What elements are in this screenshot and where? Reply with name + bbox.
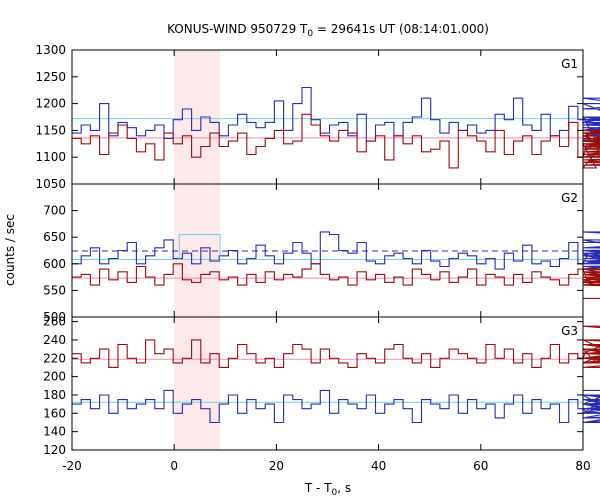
g1-y-tick-label: 1050 [35,177,66,191]
g1-red-step-series [72,113,600,169]
burst-interval-highlight [174,50,221,450]
g2-y-tick-label: 600 [43,257,66,271]
frame-layer [71,49,584,451]
g3-blue-step-series [72,389,600,424]
x-tick-label: 0 [170,459,178,473]
series-layer [72,86,600,424]
g3-y-tick-label: 240 [43,333,66,347]
x-tick-label: 80 [575,459,590,473]
g3-y-tick-label: 260 [43,315,66,329]
g1-y-tick-label: 1250 [35,70,66,84]
g2-blue-step-series [72,231,600,270]
g1-panel-frame [71,49,584,185]
text-layer: KONUS-WIND 950729 T0 = 29641s UT (08:14:… [3,22,591,498]
g2-y-tick-label: 650 [43,230,66,244]
chart-title: KONUS-WIND 950729 T0 = 29641s UT (08:14:… [167,22,489,39]
y-axis-label: counts / sec [3,214,17,286]
g2-cyan-burst-level [178,234,221,260]
g3-y-tick-label: 140 [43,425,66,439]
g2-red-step-series [72,263,600,299]
g3-y-tick-label: 120 [43,443,66,457]
g2-y-tick-label: 550 [43,283,66,297]
g1-panel-label: G1 [561,57,578,71]
g1-blue-step-series [72,86,600,142]
g3-red-step-series [72,325,600,368]
g1-y-tick-label: 1300 [35,43,66,57]
x-tick-label: 40 [371,459,386,473]
g2-y-tick-label: 700 [43,204,66,218]
x-tick-label: 20 [269,459,284,473]
x-tick-label: 60 [473,459,488,473]
g3-y-tick-label: 200 [43,370,66,384]
g3-y-tick-label: 160 [43,406,66,420]
g2-panel-label: G2 [561,191,578,205]
x-axis-label: T - T0, s [304,481,351,498]
g3-y-tick-label: 220 [43,351,66,365]
g2-panel-frame [71,183,584,318]
g3-y-tick-label: 180 [43,388,66,402]
g3-panel-label: G3 [561,324,578,338]
x-tick-label: -20 [62,459,82,473]
g3-panel-frame [71,316,584,451]
g2-y-tick-label: 500 [43,310,66,324]
g1-y-tick-label: 1150 [35,123,66,137]
g1-y-tick-label: 1100 [35,150,66,164]
g1-y-tick-label: 1200 [35,97,66,111]
highlight-layer [174,50,221,450]
